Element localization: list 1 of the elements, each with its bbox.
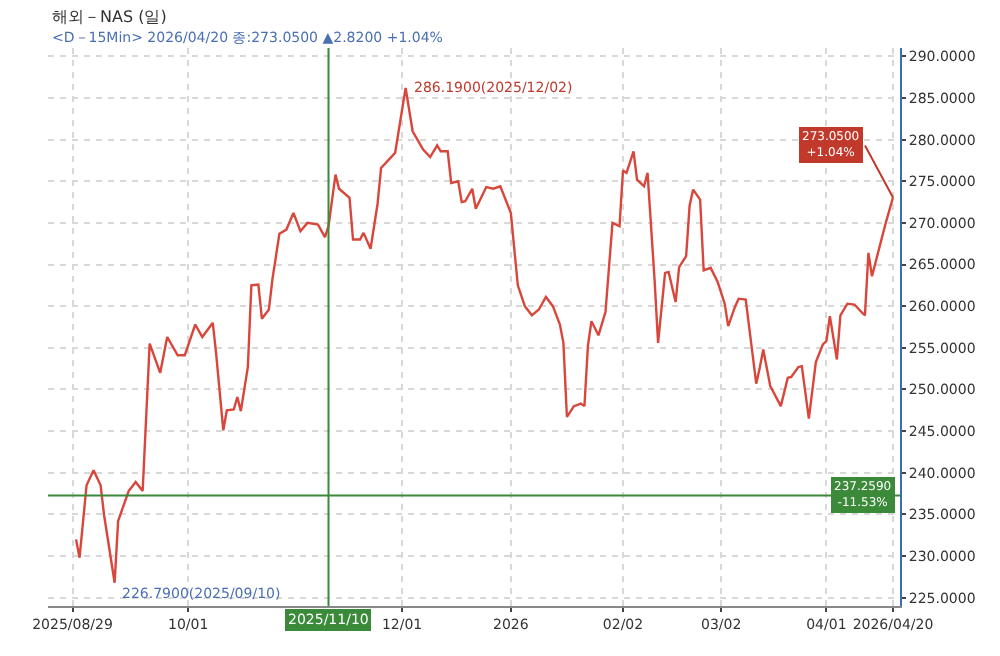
chart-title: 해외－NAS (일) (52, 8, 167, 26)
